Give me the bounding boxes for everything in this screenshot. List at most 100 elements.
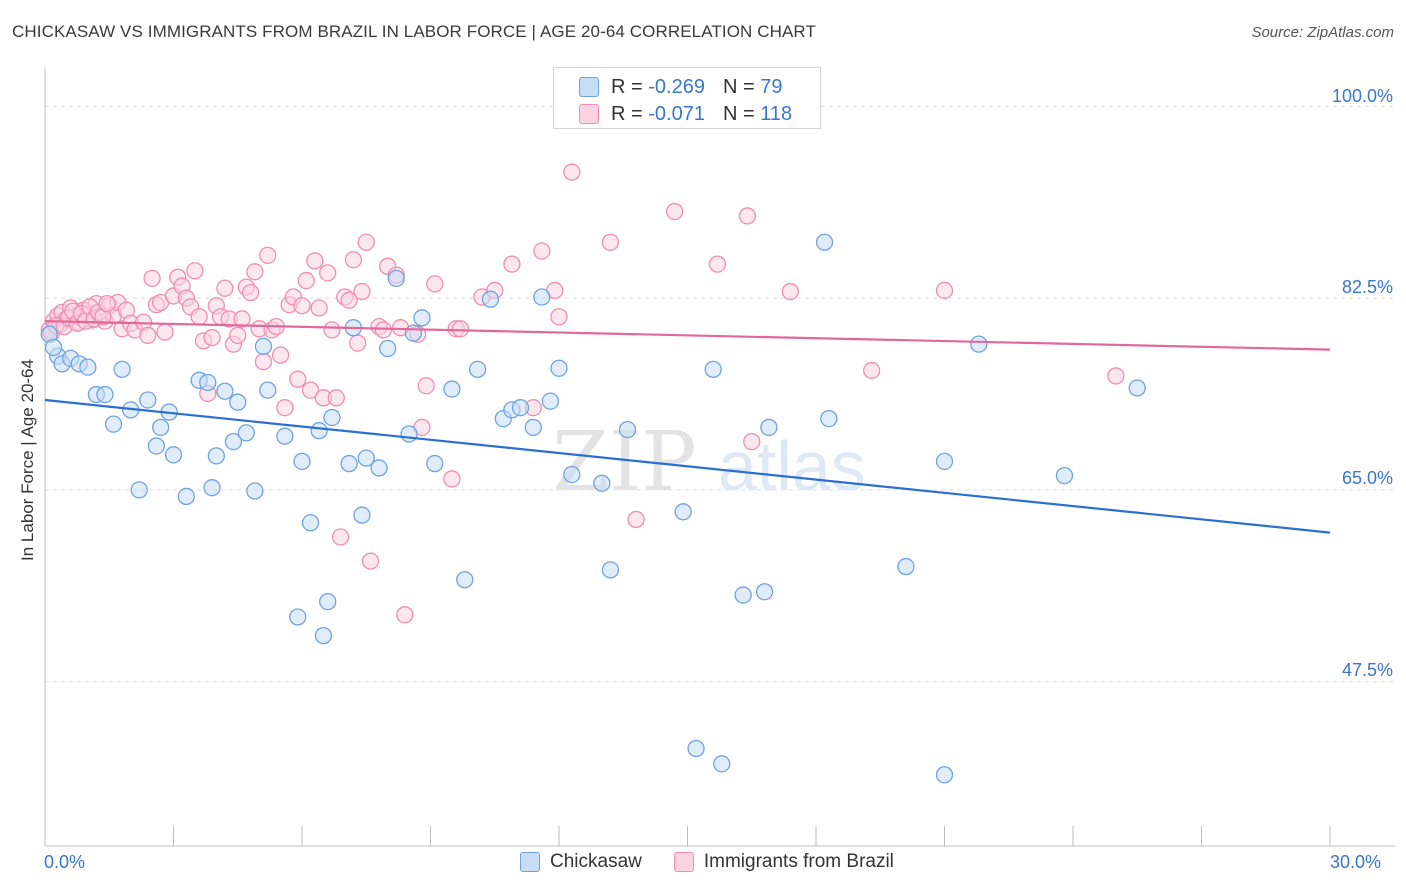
- series-chickasaw: [40, 233, 1146, 784]
- brazil-point: [349, 334, 367, 352]
- brazil-point: [289, 370, 307, 388]
- brazil-point: [443, 470, 461, 488]
- chickasaw-point: [400, 425, 418, 443]
- stats-legend-row-brazil: R = -0.071 N = 118: [554, 100, 792, 128]
- brazil-point: [233, 310, 251, 328]
- chickasaw-point: [511, 399, 530, 417]
- chickasaw-point: [314, 626, 333, 645]
- brazil-point: [374, 321, 393, 339]
- brazil-point: [533, 242, 551, 260]
- watermark-atlas: atlas: [718, 427, 866, 505]
- chickasaw-point: [259, 381, 277, 399]
- series-legend: Chickasaw Immigrants from Brazil: [520, 851, 926, 873]
- y-tick-label: 100.0%: [1331, 86, 1393, 106]
- chickasaw-point: [293, 452, 311, 471]
- chickasaw-point: [704, 360, 722, 378]
- chickasaw-point: [713, 755, 731, 773]
- legend-item-chickasaw: Chickasaw: [520, 851, 642, 873]
- chickasaw-point: [164, 446, 183, 464]
- brazil-point: [216, 279, 234, 297]
- chickasaw-point: [387, 269, 405, 288]
- chickasaw-point: [323, 408, 341, 427]
- y-tick-label: 65.0%: [1341, 468, 1393, 488]
- r-label: R =: [611, 102, 643, 125]
- trend-lines: [44, 320, 1331, 534]
- x-tick-marks: [173, 826, 1331, 846]
- brazil-point: [186, 262, 204, 280]
- chickasaw-point: [216, 382, 234, 400]
- chickasaw-point: [593, 474, 611, 492]
- n-label: N =: [722, 75, 755, 98]
- brazil-point: [271, 346, 290, 364]
- brazil-point: [241, 283, 260, 302]
- stats-legend: R = -0.269 N = 79 R = -0.071 N = 118: [553, 67, 821, 129]
- chickasaw-point: [96, 385, 114, 404]
- brazil-point: [276, 399, 294, 417]
- chickasaw-point: [113, 360, 131, 378]
- chickasaw-point: [229, 393, 247, 411]
- trend-line: [44, 398, 1331, 534]
- r-value: -0.071: [648, 102, 705, 125]
- x-tick-label: 0.0%: [44, 852, 86, 872]
- chickasaw-point: [426, 454, 444, 473]
- chickasaw-point: [207, 447, 225, 465]
- trend-line: [44, 320, 1331, 351]
- chickasaw-point: [533, 288, 551, 306]
- chickasaw-point: [618, 420, 637, 439]
- watermark: ZIP atlas: [552, 415, 866, 510]
- brazil-point: [139, 326, 157, 345]
- brazil-point: [738, 207, 757, 225]
- r-value: -0.269: [648, 75, 705, 98]
- brazil-point: [353, 282, 371, 301]
- gridlines: [45, 105, 1395, 683]
- brazil-point: [550, 308, 568, 326]
- chickasaw-point: [935, 452, 954, 471]
- chickasaw-point: [563, 465, 581, 484]
- brazil-point: [503, 255, 521, 273]
- chickasaw-point: [481, 290, 500, 308]
- chickasaw-point: [734, 586, 752, 604]
- r-label: R =: [611, 75, 643, 98]
- brazil-point: [627, 510, 645, 529]
- brazil-point: [417, 377, 435, 395]
- brazil-point: [781, 282, 799, 301]
- legend-item-brazil: Immigrants from Brazil: [673, 851, 894, 873]
- brazil-point: [323, 321, 341, 339]
- brazil-point: [935, 281, 954, 300]
- chickasaw-point: [310, 422, 328, 440]
- chickasaw-point: [289, 608, 307, 626]
- chickasaw-point: [246, 482, 264, 500]
- brazil-point: [259, 246, 277, 265]
- chart-source: Source: ZipAtlas.com: [1251, 24, 1394, 41]
- chickasaw-point: [301, 514, 320, 532]
- brazil-point: [708, 255, 727, 273]
- brazil-point: [190, 308, 208, 326]
- brazil-point: [340, 291, 358, 309]
- chickasaw-point: [224, 433, 243, 451]
- chickasaw-point: [897, 557, 915, 576]
- brazil-point: [293, 297, 311, 315]
- y-axis-label: In Labor Force | Age 20-64: [18, 359, 37, 561]
- pink-swatch: [579, 104, 599, 124]
- brazil-point: [361, 552, 380, 570]
- chickasaw-point: [468, 360, 487, 378]
- chickasaw-point: [340, 454, 358, 473]
- legend-label: Chickasaw: [550, 851, 642, 872]
- legend-label: Immigrants from Brazil: [703, 851, 894, 872]
- brazil-point: [563, 163, 581, 181]
- chart-title: CHICKASAW VS IMMIGRANTS FROM BRAZIL IN L…: [12, 22, 816, 41]
- brazil-point: [229, 326, 247, 345]
- chickasaw-point: [550, 359, 568, 377]
- brazil-point: [156, 323, 174, 341]
- blue-swatch: [579, 77, 599, 97]
- chickasaw-point: [379, 339, 397, 358]
- n-label: N =: [722, 102, 755, 125]
- chickasaw-point: [199, 373, 217, 392]
- pink-swatch: [673, 852, 694, 872]
- brazil-point: [306, 252, 324, 270]
- chickasaw-point: [815, 233, 834, 251]
- brazil-point: [743, 433, 761, 451]
- chickasaw-point: [755, 583, 774, 601]
- brazil-point: [666, 202, 684, 221]
